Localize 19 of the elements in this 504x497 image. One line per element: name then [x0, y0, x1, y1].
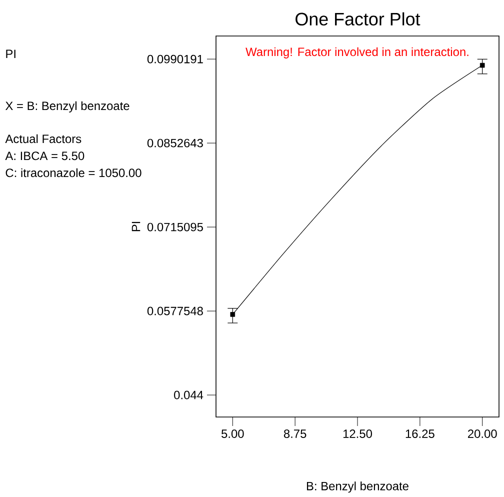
y-tick-label: 0.0577548: [147, 306, 203, 316]
text: Actual Factors: [5, 134, 82, 144]
x-axis-title: B: Benzyl benzoate: [306, 482, 408, 493]
x-tick-label: 12.50: [343, 430, 372, 438]
text: C: itraconazole = 1050.00: [6, 168, 142, 178]
y-tick-label: 0.0990191: [147, 54, 203, 64]
y-axis-title: PI: [132, 222, 140, 232]
x-tick-label: 8.75: [284, 430, 306, 438]
y-tick-label: 0.044: [174, 390, 204, 400]
chart-title: One Factor Plot: [296, 12, 420, 26]
text: PI: [6, 50, 16, 58]
text: X = B: Benzyl benzoate: [5, 101, 130, 112]
y-tick-label: 0.0852643: [147, 138, 203, 148]
annotation: Warning! Factor involved in an interaction.: [246, 47, 468, 58]
x-tick-label: 5.00: [222, 430, 244, 438]
y-tick-label: 0.0715095: [147, 222, 203, 232]
x-tick-label: 16.25: [406, 430, 434, 438]
x-tick-label: 20.00: [468, 430, 497, 438]
text: A: IBCA = 5.50: [5, 152, 84, 160]
